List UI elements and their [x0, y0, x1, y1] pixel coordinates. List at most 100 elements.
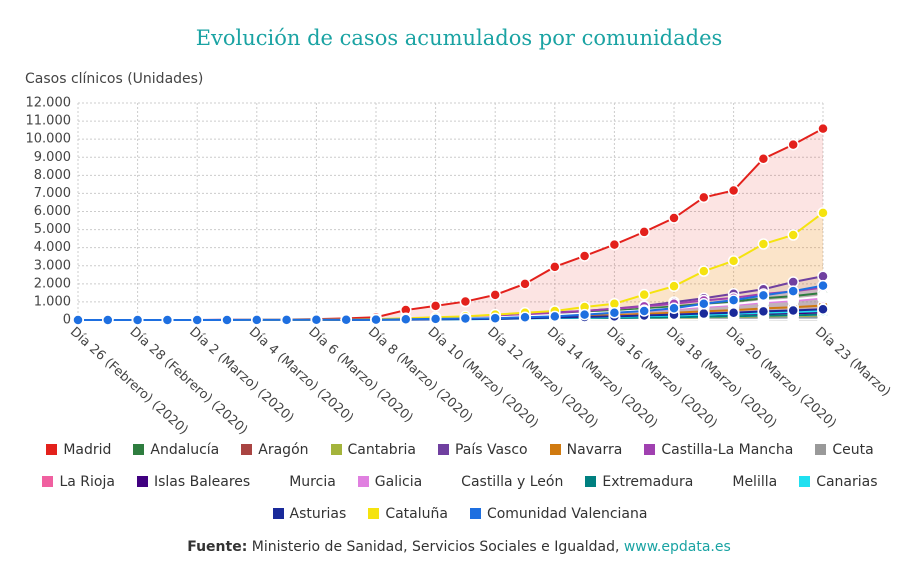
- marker: [698, 307, 710, 320]
- marker: [638, 226, 650, 238]
- legend-item[interactable]: País Vasco: [437, 440, 528, 459]
- area: [78, 128, 823, 320]
- marker: [280, 314, 293, 326]
- legend-swatch: [715, 476, 727, 487]
- y-tick-label: 2.000: [34, 276, 71, 291]
- x-tick-label: Día 12 (Marzo) (2020): [484, 324, 600, 431]
- marker: [817, 290, 829, 303]
- x-tick-label: Día 16 (Marzo) (2020): [603, 324, 719, 431]
- marker: [727, 294, 740, 306]
- legend-swatch: [437, 444, 449, 455]
- y-tick-label: 12.000: [26, 96, 72, 111]
- legend-swatch: [42, 476, 54, 487]
- marker: [787, 229, 799, 241]
- marker: [310, 314, 323, 326]
- y-tick-label: 7.000: [34, 186, 71, 201]
- marker: [668, 280, 680, 292]
- legend-item[interactable]: Madrid: [46, 440, 111, 459]
- legend-label: Andalucía: [150, 441, 220, 458]
- legend-item[interactable]: Castilla-La Mancha: [644, 440, 793, 459]
- marker: [549, 310, 561, 323]
- legend-swatch: [815, 444, 827, 455]
- legend-swatch: [330, 444, 342, 455]
- legend-swatch: [357, 476, 369, 487]
- legend-label: Asturias: [289, 505, 347, 522]
- marker: [429, 300, 442, 312]
- marker: [400, 313, 412, 326]
- legend-swatch: [469, 508, 481, 519]
- marker: [668, 302, 680, 314]
- x-tick-label: Día 23 (Marzo): [812, 324, 893, 399]
- legend-item[interactable]: Ceuta: [815, 440, 874, 459]
- legend-swatch: [799, 476, 811, 487]
- legend-label: Castilla y León: [461, 473, 564, 490]
- legend-label: Murcia: [289, 473, 336, 490]
- marker: [817, 207, 829, 219]
- marker: [459, 295, 472, 308]
- legend-item[interactable]: Extremadura: [585, 472, 693, 491]
- legend-label: La Rioja: [59, 473, 115, 490]
- marker: [668, 212, 680, 224]
- marker: [489, 312, 501, 324]
- legend-label: Ceuta: [832, 441, 874, 458]
- x-tick-label: Día 10 (Marzo) (2020): [425, 324, 541, 431]
- marker: [817, 270, 829, 282]
- source-link[interactable]: www.epdata.es: [623, 539, 731, 555]
- legend-item[interactable]: Cantabria: [330, 440, 416, 459]
- marker: [370, 313, 382, 326]
- marker: [221, 314, 233, 326]
- legend-swatch: [368, 508, 380, 519]
- legend-label: Islas Baleares: [153, 473, 251, 490]
- y-tick-label: 8.000: [34, 168, 71, 183]
- legend-label: Aragón: [258, 441, 309, 458]
- y-tick-label: 1.000: [34, 294, 71, 309]
- marker: [757, 289, 770, 302]
- source: Fuente: Ministerio de Sanidad, Servicios…: [0, 539, 918, 555]
- marker: [191, 314, 203, 326]
- y-tick-label: 0: [63, 313, 71, 328]
- marker: [578, 308, 591, 321]
- legend-item[interactable]: Comunidad Valenciana: [469, 504, 647, 523]
- legend-item[interactable]: Castilla y León: [444, 472, 563, 491]
- marker: [519, 278, 531, 290]
- marker: [549, 261, 561, 273]
- marker: [698, 191, 710, 204]
- y-tick-label: 6.000: [34, 204, 71, 219]
- legend-label: Madrid: [63, 441, 112, 458]
- legend-item[interactable]: Asturias: [272, 504, 347, 523]
- x-tick-label: Día 18 (Marzo) (2020): [663, 324, 779, 431]
- legend-item[interactable]: Andalucía: [133, 440, 219, 459]
- marker: [489, 289, 501, 301]
- marker: [698, 265, 710, 277]
- legend-item[interactable]: La Rioja: [42, 472, 115, 491]
- legend-item[interactable]: Murcia: [272, 472, 336, 491]
- legend-item[interactable]: Islas Baleares: [136, 472, 251, 491]
- source-label: Fuente:: [187, 539, 248, 555]
- legend-swatch: [133, 444, 145, 455]
- y-tick-label: 5.000: [34, 222, 71, 237]
- legend-item[interactable]: Aragón: [241, 440, 309, 459]
- y-tick-label: 3.000: [34, 258, 71, 273]
- legend-item[interactable]: Cataluña: [368, 504, 448, 523]
- legend-swatch: [241, 444, 253, 455]
- x-tick-label: Día 26 (Febrero) (2020): [67, 324, 191, 438]
- markers: [72, 122, 829, 326]
- legend-item[interactable]: Canarias: [799, 472, 878, 491]
- marker: [757, 152, 770, 165]
- x-tick-label: Día 8 (Marzo) (2020): [365, 324, 475, 425]
- marker: [161, 314, 174, 326]
- x-tick-label: Día 4 (Marzo) (2020): [246, 324, 356, 425]
- legend-label: Canarias: [816, 473, 878, 490]
- legend-item[interactable]: Galicia: [357, 472, 422, 491]
- legend-item[interactable]: Melilla: [715, 472, 777, 491]
- marker: [102, 314, 114, 326]
- marker: [638, 288, 650, 301]
- marker: [727, 306, 740, 319]
- marker: [608, 238, 621, 251]
- legend-item[interactable]: Navarra: [549, 440, 622, 459]
- marker: [698, 297, 710, 310]
- marker: [817, 279, 829, 292]
- x-tick-label: Día 14 (Marzo) (2020): [544, 324, 660, 431]
- marker: [817, 122, 829, 135]
- legend-label: Melilla: [732, 473, 778, 490]
